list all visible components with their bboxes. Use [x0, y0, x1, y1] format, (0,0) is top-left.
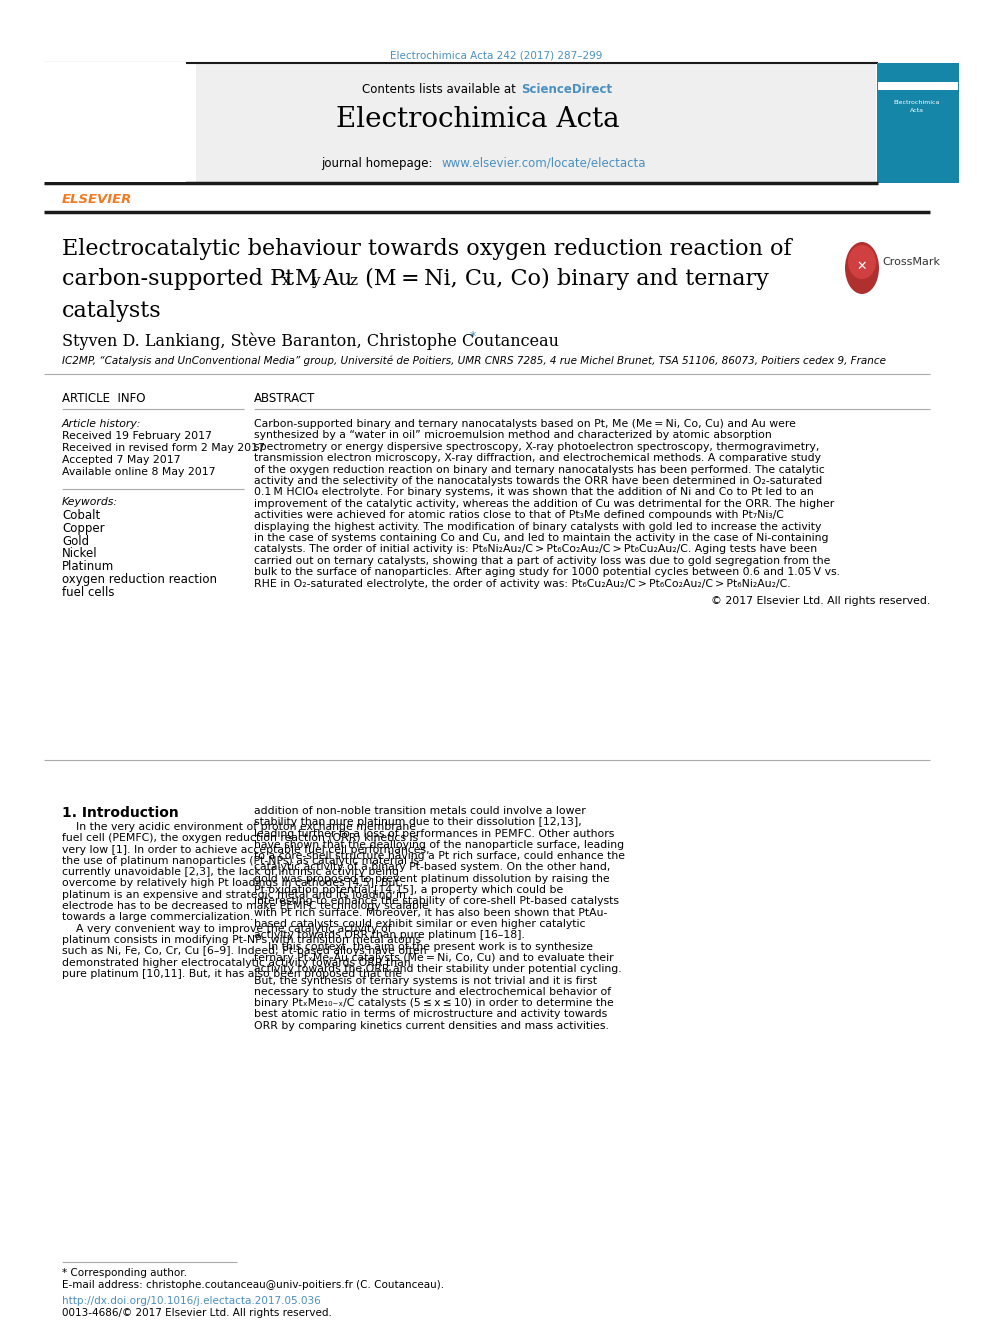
Text: the use of platinum nanoparticles (Pt-NPs) as catalytic material is: the use of platinum nanoparticles (Pt-NP… [62, 856, 420, 865]
Text: activities were achieved for atomic ratios close to that of Pt₃Me defined compou: activities were achieved for atomic rati… [254, 511, 784, 520]
Text: M: M [295, 269, 317, 290]
Bar [878, 82, 958, 90]
Text: addition of non-noble transition metals could involve a lower: addition of non-noble transition metals … [254, 806, 585, 816]
Text: A very convenient way to improve the catalytic activity of: A very convenient way to improve the cat… [62, 923, 392, 934]
Text: activity and the selectivity of the nanocatalysts towards the ORR have been dete: activity and the selectivity of the nano… [254, 476, 822, 486]
Bar [877, 64, 959, 183]
Text: transmission electron microscopy, X-ray diffraction, and electrochemical methods: transmission electron microscopy, X-ray … [254, 454, 821, 463]
Text: Platinum: Platinum [62, 560, 114, 573]
Text: of the oxygen reduction reaction on binary and ternary nanocatalysts has been pe: of the oxygen reduction reaction on bina… [254, 464, 824, 475]
Text: based catalysts could exhibit similar or even higher catalytic: based catalysts could exhibit similar or… [254, 919, 585, 929]
Text: catalysts. The order of initial activity is: Pt₆Ni₂Au₂/C > Pt₆Co₂Au₂/C > Pt₆Cu₂A: catalysts. The order of initial activity… [254, 544, 817, 554]
Text: very low [1]. In order to achieve acceptable fuel cell performances,: very low [1]. In order to achieve accept… [62, 844, 430, 855]
Text: carried out on ternary catalysts, showing that a part of activity loss was due t: carried out on ternary catalysts, showin… [254, 556, 830, 566]
Text: catalytic activity of a binary Pt-based system. On the other hand,: catalytic activity of a binary Pt-based … [254, 863, 610, 872]
Bar [196, 64, 876, 183]
Text: Article history:: Article history: [62, 419, 142, 429]
Text: ORR by comparing kinetics current densities and mass activities.: ORR by comparing kinetics current densit… [254, 1021, 609, 1031]
Text: But, the synthesis of ternary systems is not trivial and it is first: But, the synthesis of ternary systems is… [254, 975, 597, 986]
Text: towards a large commercialization.: towards a large commercialization. [62, 913, 253, 922]
Text: synthesized by a “water in oil” microemulsion method and characterized by atomic: synthesized by a “water in oil” microemu… [254, 430, 772, 441]
Text: Electrochimica Acta 242 (2017) 287–299: Electrochimica Acta 242 (2017) 287–299 [390, 50, 602, 60]
Text: IC2MP, “Catalysis and UnConventional Media” group, Université de Poitiers, UMR C: IC2MP, “Catalysis and UnConventional Med… [62, 356, 886, 366]
Text: activity towards ORR than pure platinum [16–18].: activity towards ORR than pure platinum … [254, 930, 525, 941]
Text: Styven D. Lankiang, Stève Baranton, Christophe Coutanceau: Styven D. Lankiang, Stève Baranton, Chri… [62, 333, 559, 351]
Text: Received 19 February 2017: Received 19 February 2017 [62, 431, 212, 441]
Text: Nickel: Nickel [62, 548, 97, 561]
Text: * Corresponding author.: * Corresponding author. [62, 1267, 187, 1278]
Ellipse shape [845, 242, 879, 294]
Text: 0.1 M HClO₄ electrolyte. For binary systems, it was shown that the addition of N: 0.1 M HClO₄ electrolyte. For binary syst… [254, 487, 813, 497]
Text: oxygen reduction reaction: oxygen reduction reaction [62, 573, 217, 586]
Text: fuel cells: fuel cells [62, 586, 114, 599]
Text: with Pt rich surface. Moreover, it has also been shown that PtAu-: with Pt rich surface. Moreover, it has a… [254, 908, 607, 918]
Text: ABSTRACT: ABSTRACT [254, 392, 315, 405]
Text: gold was proposed to prevent platinum dissolution by raising the: gold was proposed to prevent platinum di… [254, 873, 610, 884]
Text: Carbon-supported binary and ternary nanocatalysts based on Pt, Me (Me = Ni, Co, : Carbon-supported binary and ternary nano… [254, 419, 796, 429]
Text: carbon-supported Pt: carbon-supported Pt [62, 269, 294, 290]
Text: best atomic ratio in terms of microstructure and activity towards: best atomic ratio in terms of microstruc… [254, 1009, 607, 1020]
Text: CrossMark: CrossMark [882, 257, 940, 267]
Text: Gold: Gold [62, 534, 89, 548]
Text: E-mail address: christophe.coutanceau@univ-poitiers.fr (C. Coutanceau).: E-mail address: christophe.coutanceau@un… [62, 1279, 444, 1290]
Text: 1. Introduction: 1. Introduction [62, 806, 179, 820]
Text: interesting to enhance the stability of core-shell Pt-based catalysts: interesting to enhance the stability of … [254, 897, 619, 906]
Text: catalysts: catalysts [62, 300, 162, 321]
Text: improvement of the catalytic activity, whereas the addition of Cu was detrimenta: improvement of the catalytic activity, w… [254, 499, 834, 509]
Text: binary PtₓMe₁₀₋ₓ/C catalysts (5 ≤ x ≤ 10) in order to determine the: binary PtₓMe₁₀₋ₓ/C catalysts (5 ≤ x ≤ 10… [254, 998, 614, 1008]
Text: displaying the highest activity. The modification of binary catalysts with gold : displaying the highest activity. The mod… [254, 521, 821, 532]
Text: bulk to the surface of nanoparticles. After aging study for 1000 potential cycle: bulk to the surface of nanoparticles. Af… [254, 568, 840, 577]
Text: demonstrated higher electrocatalytic activity towards ORR than: demonstrated higher electrocatalytic act… [62, 958, 411, 967]
Text: © 2017 Elsevier Ltd. All rights reserved.: © 2017 Elsevier Ltd. All rights reserved… [710, 595, 930, 606]
Text: to a core-shell structure having a Pt rich surface, could enhance the: to a core-shell structure having a Pt ri… [254, 851, 625, 861]
Text: activity towards the ORR and their stability under potential cycling.: activity towards the ORR and their stabi… [254, 964, 622, 974]
Text: Keywords:: Keywords: [62, 497, 118, 507]
Text: ELSEVIER: ELSEVIER [62, 193, 132, 206]
Text: RHE in O₂-saturated electrolyte, the order of activity was: Pt₆Cu₂Au₂/C > Pt₆Co₂: RHE in O₂-saturated electrolyte, the ord… [254, 578, 791, 589]
Text: Cobalt: Cobalt [62, 509, 100, 523]
Ellipse shape [848, 245, 876, 279]
Text: Accepted 7 May 2017: Accepted 7 May 2017 [62, 455, 181, 464]
Text: overcome by relatively high Pt loadings in cathodes [4,5]. But,: overcome by relatively high Pt loadings … [62, 878, 403, 889]
Text: currently unavoidable [2,3], the lack of intrinsic activity being: currently unavoidable [2,3], the lack of… [62, 867, 399, 877]
Text: leading further to a loss of performances in PEMFC. Other authors: leading further to a loss of performance… [254, 828, 614, 839]
Text: In this context, the aim of the present work is to synthesize: In this context, the aim of the present … [254, 942, 593, 951]
Text: 0013-4686/© 2017 Elsevier Ltd. All rights reserved.: 0013-4686/© 2017 Elsevier Ltd. All right… [62, 1308, 332, 1318]
Text: Electrochimica Acta: Electrochimica Acta [336, 106, 620, 134]
Text: electrode has to be decreased to make PEMFC technology scalable: electrode has to be decreased to make PE… [62, 901, 429, 912]
Text: ScienceDirect: ScienceDirect [521, 83, 612, 97]
Text: Contents lists available at: Contents lists available at [362, 83, 520, 97]
Text: Au: Au [322, 269, 352, 290]
Text: journal homepage:: journal homepage: [321, 157, 440, 169]
Text: ternary PtₓMeₑAu catalysts (Me = Ni, Co, Cu) and to evaluate their: ternary PtₓMeₑAu catalysts (Me = Ni, Co,… [254, 953, 614, 963]
Text: y: y [311, 274, 319, 288]
Text: www.elsevier.com/locate/electacta: www.elsevier.com/locate/electacta [442, 157, 647, 169]
Text: necessary to study the structure and electrochemical behavior of: necessary to study the structure and ele… [254, 987, 611, 996]
Text: such as Ni, Fe, Co, Cr, Cu [6–9]. Indeed, Pt-based alloys have often: such as Ni, Fe, Co, Cr, Cu [6–9]. Indeed… [62, 946, 427, 957]
Text: have shown that the dealloying of the nanoparticle surface, leading: have shown that the dealloying of the na… [254, 840, 624, 849]
Text: fuel cell (PEMFC), the oxygen reduction reaction (ORR) kinetics is: fuel cell (PEMFC), the oxygen reduction … [62, 833, 418, 843]
Text: Electrochimica: Electrochimica [894, 101, 940, 105]
Text: platinum consists in modifying Pt-NPs with transition metal atoms: platinum consists in modifying Pt-NPs wi… [62, 935, 421, 945]
Text: Available online 8 May 2017: Available online 8 May 2017 [62, 467, 215, 478]
Bar [44, 62, 186, 183]
Text: in the case of systems containing Co and Cu, and led to maintain the activity in: in the case of systems containing Co and… [254, 533, 828, 542]
Text: spectrometry or energy dispersive spectroscopy, X-ray photoelectron spectroscopy: spectrometry or energy dispersive spectr… [254, 442, 819, 451]
Text: Copper: Copper [62, 521, 104, 534]
Text: *: * [470, 329, 476, 343]
Text: z: z [349, 274, 357, 288]
Text: ✕: ✕ [857, 259, 867, 273]
Text: ARTICLE  INFO: ARTICLE INFO [62, 392, 146, 405]
Text: http://dx.doi.org/10.1016/j.electacta.2017.05.036: http://dx.doi.org/10.1016/j.electacta.20… [62, 1297, 320, 1306]
Text: Electrocatalytic behaviour towards oxygen reduction reaction of: Electrocatalytic behaviour towards oxyge… [62, 238, 792, 261]
Text: stability than pure platinum due to their dissolution [12,13],: stability than pure platinum due to thei… [254, 818, 581, 827]
Text: Pt oxidation potential [14,15], a property which could be: Pt oxidation potential [14,15], a proper… [254, 885, 563, 896]
Text: platinum is an expensive and strategic metal and its loading in: platinum is an expensive and strategic m… [62, 890, 406, 900]
Text: Received in revised form 2 May 2017: Received in revised form 2 May 2017 [62, 443, 265, 452]
Text: x: x [282, 274, 291, 288]
Text: Acta: Acta [910, 108, 924, 112]
Text: pure platinum [10,11]. But, it has also been proposed that the: pure platinum [10,11]. But, it has also … [62, 968, 402, 979]
Text: In the very acidic environment of proton exchange membrane: In the very acidic environment of proton… [62, 822, 416, 832]
Text: (M = Ni, Cu, Co) binary and ternary: (M = Ni, Cu, Co) binary and ternary [358, 269, 769, 290]
